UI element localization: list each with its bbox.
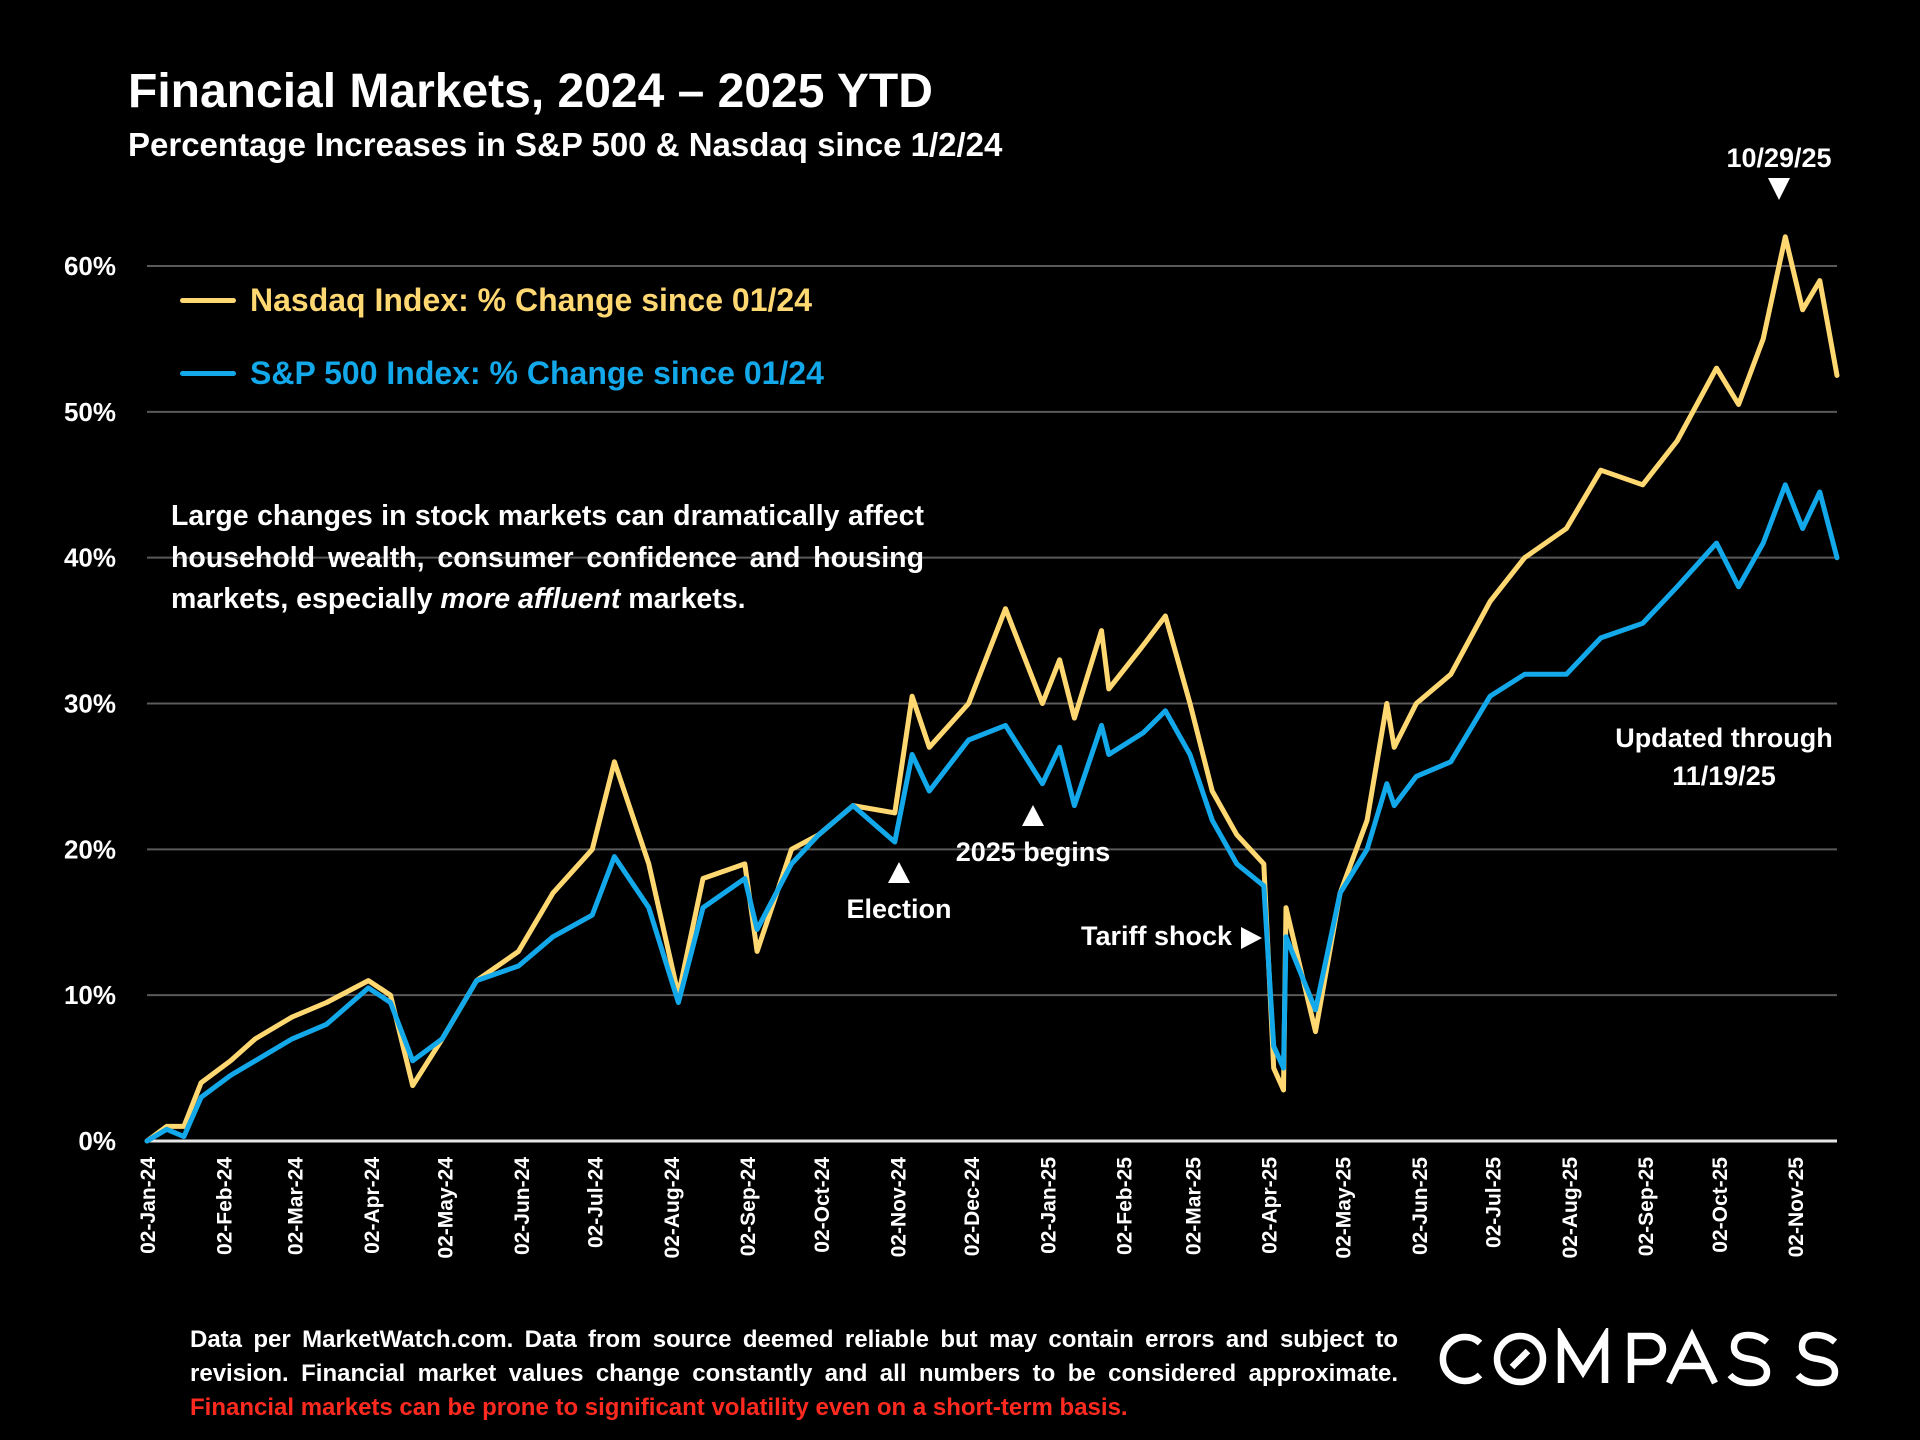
y-tick-label: 10% [64, 980, 116, 1010]
chart-subtitle: Percentage Increases in S&P 500 & Nasdaq… [128, 126, 1003, 163]
x-tick-label: 02-Nov-25 [1785, 1157, 1808, 1258]
legend-label: S&P 500 Index: % Change since 01/24 [250, 355, 824, 391]
x-tick-label: 02-Jun-24 [511, 1157, 534, 1255]
x-tick-label: 02-Jul-25 [1483, 1157, 1506, 1248]
election-marker-icon [888, 862, 910, 883]
x-tick-label: 02-Nov-24 [887, 1157, 910, 1258]
x-tick-label: 02-Sep-24 [737, 1157, 760, 1257]
x-tick-label: 02-Oct-25 [1709, 1157, 1732, 1253]
x-tick-label: 02-Jun-25 [1409, 1157, 1432, 1255]
sp500-series-line [144, 482, 1840, 1144]
legend-swatch-sp500 [180, 371, 236, 376]
note-text-end: markets. [620, 583, 746, 615]
y-tick-label: 60% [64, 251, 116, 281]
x-tick-label: 02-Oct-24 [811, 1157, 834, 1253]
legend-swatch-nasdaq [180, 298, 236, 303]
x-tick-label: 02-Aug-24 [661, 1157, 684, 1259]
x-tick-label: 02-Sep-25 [1635, 1157, 1658, 1257]
x-tick-label: 02-Dec-24 [961, 1157, 984, 1257]
note-text: Large changes in stock markets can drama… [171, 500, 924, 615]
nasdaq-series-line [144, 234, 1840, 1144]
legend-item-nasdaq: Nasdaq Index: % Change since 01/24 [180, 282, 812, 319]
annotation-updated: Updated through 11/19/25 [1604, 719, 1844, 795]
annotation-election: Election [846, 894, 952, 924]
x-tick-label: 02-Jul-24 [585, 1157, 608, 1248]
compass-logo [1439, 1328, 1839, 1387]
updated-label: Updated through [1615, 723, 1833, 753]
y-tick-label: 20% [64, 834, 116, 864]
x-tick-label: 02-Mar-24 [285, 1157, 308, 1255]
note-emphasis: more affluent [440, 583, 621, 615]
y-tick-label: 30% [64, 689, 116, 719]
disclaimer-text: Data per MarketWatch.com. Data from sour… [190, 1326, 1398, 1387]
x-tick-label: 02-Aug-25 [1559, 1157, 1582, 1259]
x-tick-label: 02-Mar-25 [1182, 1157, 1205, 1255]
legend-label: Nasdaq Index: % Change since 01/24 [250, 282, 812, 318]
x-tick-label: 02-May-24 [435, 1157, 458, 1259]
x-tick-label: 02-Feb-24 [213, 1157, 236, 1255]
x-tick-label: 02-Apr-25 [1259, 1157, 1282, 1254]
commentary-note: Large changes in stock markets can drama… [171, 496, 924, 621]
updated-date: 11/19/25 [1672, 761, 1776, 791]
x-tick-label: 02-Jan-25 [1037, 1157, 1060, 1254]
tariff-marker-icon [1241, 927, 1262, 949]
legend-item-sp500: S&P 500 Index: % Change since 01/24 [180, 355, 824, 392]
annotation-2025-begins: 2025 begins [955, 837, 1111, 867]
x-tick-label: 02-Jan-24 [137, 1157, 160, 1254]
y-tick-label: 50% [64, 397, 116, 427]
volatility-warning: Financial markets can be prone to signif… [190, 1394, 1128, 1421]
y-tick-label: 0% [78, 1126, 116, 1156]
peak-marker-icon [1768, 178, 1790, 200]
x-tick-label: 02-Apr-24 [361, 1157, 384, 1254]
y-tick-label: 40% [64, 543, 116, 573]
year-begins-marker-icon [1022, 805, 1044, 826]
x-tick-label: 02-Feb-25 [1114, 1157, 1137, 1255]
annotation-tariff-shock: Tariff shock [1080, 921, 1232, 951]
x-tick-label: 02-May-25 [1333, 1157, 1356, 1259]
chart-title: Financial Markets, 2024 – 2025 YTD [128, 65, 933, 118]
footer-disclaimer: Data per MarketWatch.com. Data from sour… [190, 1323, 1398, 1425]
annotation-peak: 10/29/25 [1726, 143, 1832, 173]
